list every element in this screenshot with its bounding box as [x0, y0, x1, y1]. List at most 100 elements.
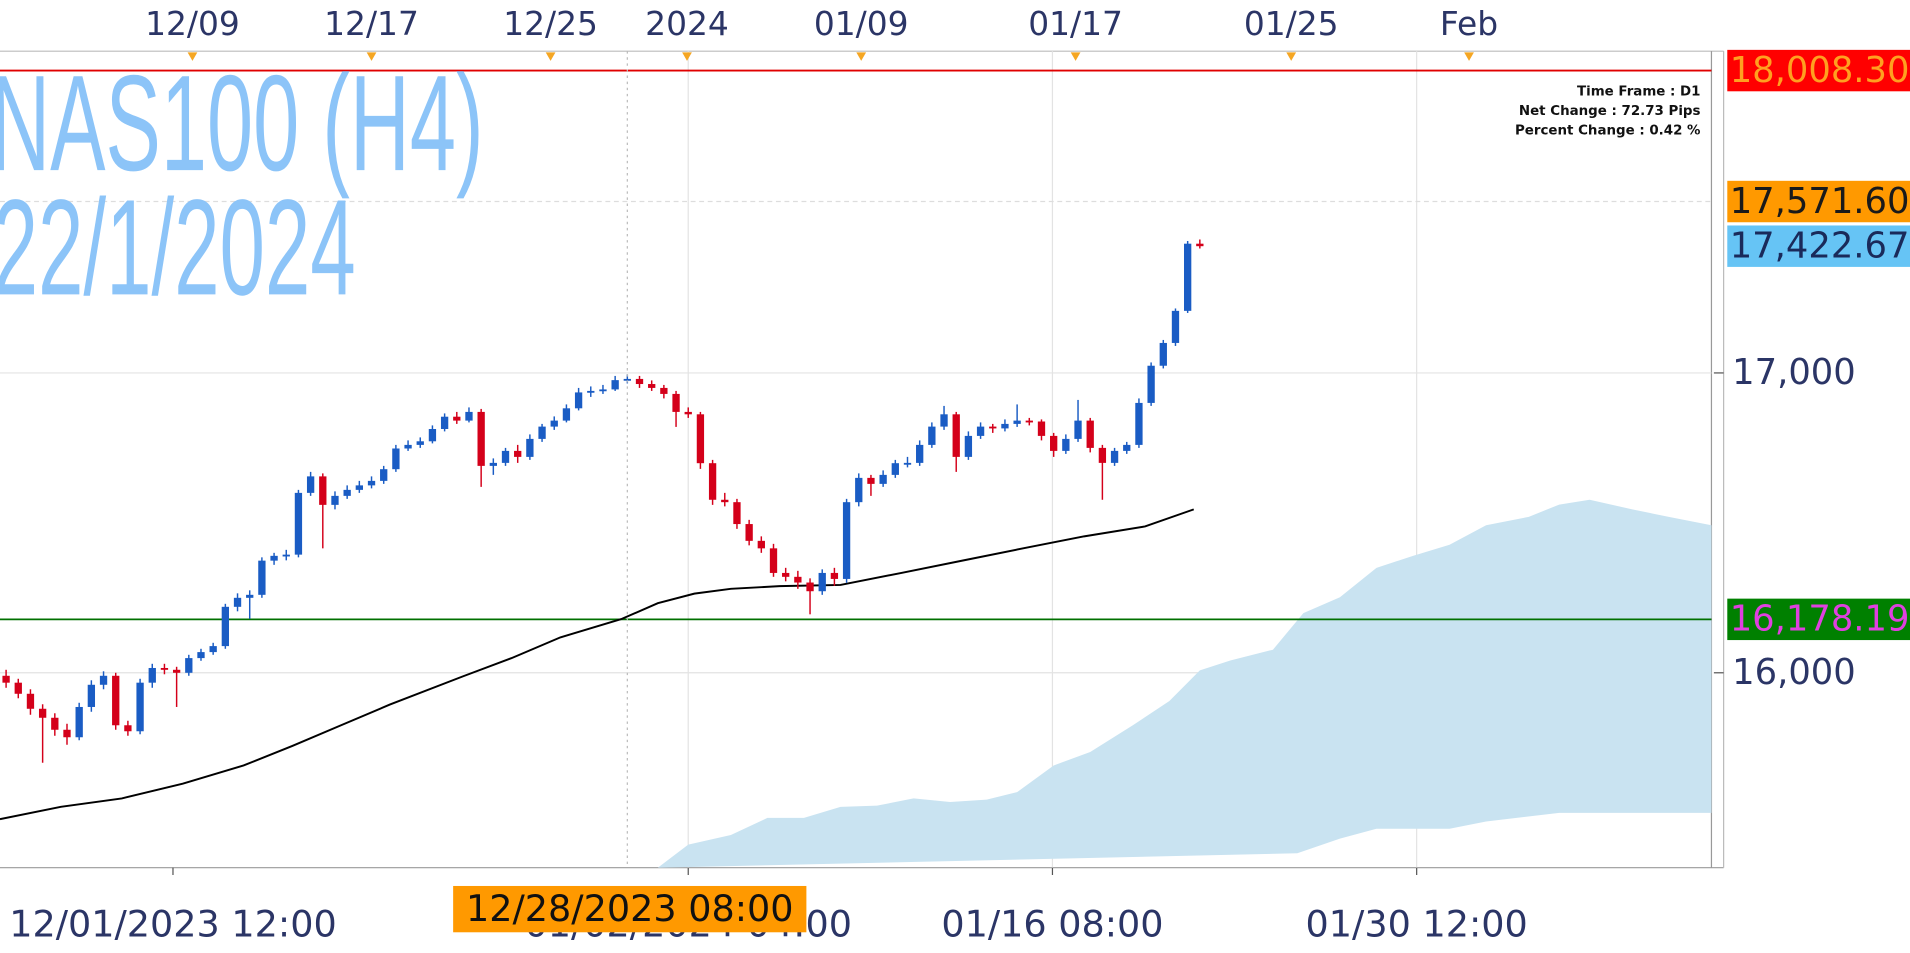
candle-body [733, 502, 741, 525]
candle-body [63, 729, 71, 738]
candle-body [99, 675, 108, 685]
candle-body [489, 462, 497, 466]
candle-body [209, 646, 217, 653]
candle-body [1159, 342, 1167, 366]
candle-body [538, 426, 546, 439]
top-tick-label: 12/25 [503, 4, 598, 43]
candle-body [903, 462, 912, 465]
candle-body [355, 485, 363, 490]
candle-body [197, 652, 205, 659]
top-tick-label: 12/17 [324, 4, 419, 43]
candle-body [660, 387, 668, 394]
candle-body [757, 540, 765, 549]
candle-body [867, 477, 875, 484]
candle-body [453, 416, 461, 421]
x-tick-label: 01/30 12:00 [1306, 903, 1528, 946]
candle-body [818, 572, 826, 592]
candle-body [233, 597, 242, 607]
candle-body [14, 682, 22, 694]
candle-body [477, 411, 485, 466]
candles [2, 239, 1204, 763]
top-tick-label: 12/09 [145, 4, 240, 43]
candle-body [112, 675, 120, 726]
candle-body [294, 492, 303, 555]
candle-body [258, 560, 266, 595]
candle-body [964, 435, 973, 457]
price-label-box [1727, 180, 1910, 223]
top-tick-mark [1286, 52, 1297, 61]
candle-body [75, 706, 83, 738]
cloud-layer [657, 499, 1712, 868]
candle-body [51, 717, 59, 730]
top-tick-mark [682, 52, 692, 61]
candle-body [282, 554, 290, 557]
overlay: NAS100 (H4) 22/1/2024 Time Frame : D1 Ne… [0, 4, 1910, 946]
candle-body [952, 414, 960, 457]
candle-body [514, 450, 522, 457]
candle-body [574, 392, 583, 409]
ichimoku-cloud [657, 499, 1712, 868]
candle-body [623, 378, 631, 381]
candle-body [940, 414, 948, 427]
candle-body [1001, 423, 1009, 429]
price-label: 17,571.60 [1730, 181, 1910, 222]
candle-body [806, 582, 814, 592]
candle-body [319, 476, 327, 505]
candle-body [185, 658, 193, 673]
top-tick-label: Feb [1440, 4, 1498, 43]
candle-body [26, 693, 35, 709]
candle-body [842, 502, 851, 579]
candle-body [928, 426, 936, 445]
candle-body [526, 438, 534, 457]
candle-body [587, 390, 595, 393]
chart-subtitle: 22/1/2024 [0, 170, 356, 323]
candle-body [1050, 435, 1058, 451]
candle-body [1135, 402, 1143, 445]
price-label-box [1727, 49, 1910, 92]
candle-body [1062, 438, 1070, 451]
candle-body [976, 426, 985, 436]
candle-body [367, 480, 376, 486]
candle-body [392, 448, 400, 470]
candle-body [879, 474, 887, 484]
candle-body [331, 495, 339, 505]
candle-body [38, 708, 47, 718]
candle-body [1013, 420, 1021, 424]
candle-body [1196, 243, 1204, 247]
candle-body [160, 667, 169, 670]
y-tick-label: 17,000 [1732, 352, 1856, 393]
price-label: 18,008.30 [1730, 50, 1910, 91]
top-tick-mark [1464, 52, 1474, 61]
candle-body [1037, 421, 1046, 436]
candle-body [672, 393, 680, 412]
crosshair-label: 12/28/2023 08:00 [466, 887, 794, 930]
crosshair-label-box [453, 885, 807, 933]
candle-body [343, 489, 351, 496]
candle-body [721, 499, 729, 503]
y-tick-label: 16,000 [1732, 652, 1856, 693]
candle-body [769, 548, 778, 573]
candle-body [172, 669, 181, 673]
top-tick-mark [545, 52, 556, 61]
candle-body [794, 576, 802, 583]
candle-body [428, 429, 437, 442]
moving-average [0, 508, 1195, 821]
chart-title: NAS100 (H4) [0, 46, 484, 199]
price-label: 17,422.67 [1730, 225, 1910, 266]
top-tick-label: 01/09 [814, 4, 909, 43]
top-tick-label: 01/17 [1028, 4, 1123, 43]
candle-body [416, 441, 424, 445]
candle-body [148, 667, 156, 683]
candle-body [1171, 310, 1180, 343]
candle-body [501, 450, 510, 463]
price-label: 16,178.19 [1730, 599, 1910, 640]
candle-body [1184, 243, 1192, 311]
candle-body [124, 725, 132, 732]
candle-body [855, 477, 863, 503]
candle-body [221, 606, 230, 647]
candle-body [1147, 365, 1155, 403]
candle-body [87, 684, 96, 707]
candle-body [562, 408, 571, 421]
